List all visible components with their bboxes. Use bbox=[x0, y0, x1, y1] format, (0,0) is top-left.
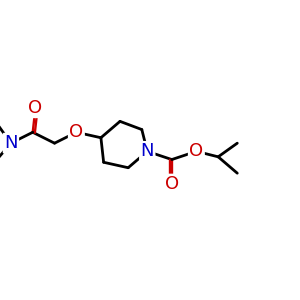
Text: N: N bbox=[140, 142, 154, 160]
Text: N: N bbox=[4, 134, 18, 152]
Text: O: O bbox=[28, 99, 43, 117]
Text: O: O bbox=[69, 123, 83, 141]
Text: O: O bbox=[165, 175, 179, 193]
Text: O: O bbox=[189, 142, 203, 160]
